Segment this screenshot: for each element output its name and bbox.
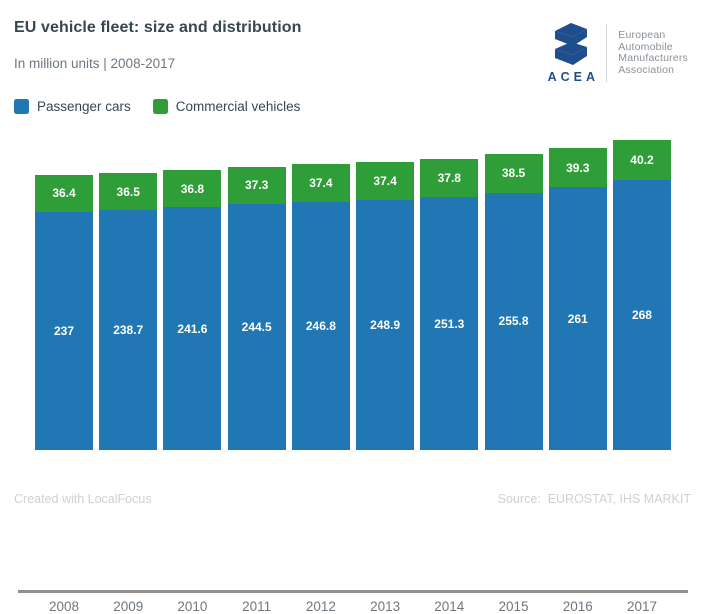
bar-segment-passenger-2017[interactable]: 268 — [612, 180, 671, 450]
bar-segment-commercial-2012[interactable]: 37.4 — [291, 164, 350, 202]
commercial-vehicles-swatch-icon — [152, 99, 168, 114]
bar-2009: 36.5 238.7 — [99, 173, 158, 450]
value-label-commercial: 36.4 — [52, 186, 76, 201]
logo-divider — [606, 24, 608, 82]
bar-segment-commercial-2009[interactable]: 36.5 — [99, 173, 158, 210]
bar-2011: 37.3 244.5 — [227, 166, 286, 450]
value-label-passenger: 244.5 — [241, 320, 272, 335]
x-axis-label-2014: 2014 — [434, 599, 465, 614]
value-label-passenger: 248.9 — [370, 317, 401, 332]
legend-item-commercial-vehicles[interactable]: Commercial vehicles — [152, 99, 301, 114]
bars-container: 36.4 237 36.5 238.7 36.8 241.6 37.3 244.5 37.4 24… — [35, 140, 671, 450]
value-label-commercial: 40.2 — [630, 153, 654, 168]
acea-stacked-boxes-icon — [555, 23, 588, 65]
bar-segment-commercial-2016[interactable]: 39.3 — [548, 147, 607, 188]
x-axis-label-2017: 2017 — [626, 599, 657, 614]
value-label-commercial: 37.4 — [373, 173, 397, 188]
bar-2015: 38.5 255.8 — [484, 154, 543, 450]
bar-2008: 36.4 237 — [35, 175, 93, 450]
bar-segment-passenger-2010[interactable]: 241.6 — [163, 207, 222, 450]
value-label-commercial: 39.3 — [566, 160, 590, 175]
value-label-passenger: 241.6 — [177, 321, 208, 336]
bar-segment-passenger-2012[interactable]: 246.8 — [291, 201, 350, 450]
source-note: Source: EUROSTAT, IHS MARKIT — [497, 492, 691, 506]
value-label-commercial: 36.5 — [116, 184, 140, 199]
x-axis-label-2011: 2011 — [242, 599, 272, 614]
value-label-passenger: 261 — [567, 311, 588, 326]
bar-segment-passenger-2015[interactable]: 255.8 — [484, 192, 543, 450]
x-axis-label-2008: 2008 — [48, 599, 80, 614]
x-axis-label-2015: 2015 — [498, 599, 529, 614]
bar-segment-passenger-2011[interactable]: 244.5 — [227, 204, 286, 450]
bar-segment-passenger-2008[interactable]: 237 — [35, 211, 93, 450]
bar-2013: 37.4 248.9 — [356, 162, 415, 450]
value-label-passenger: 238.7 — [113, 322, 144, 337]
bar-segment-passenger-2013[interactable]: 248.9 — [356, 199, 415, 450]
bar-segment-commercial-2008[interactable]: 36.4 — [35, 175, 93, 212]
bar-segment-commercial-2017[interactable]: 40.2 — [612, 140, 671, 181]
value-label-passenger: 237 — [53, 323, 75, 338]
legend-label: Passenger cars — [37, 99, 131, 114]
legend-label: Commercial vehicles — [175, 99, 301, 114]
localfocus-credit: Created with LocalFocus — [14, 492, 152, 506]
bar-segment-commercial-2015[interactable]: 38.5 — [484, 154, 543, 193]
bar-segment-passenger-2009[interactable]: 238.7 — [99, 209, 158, 450]
passenger-cars-swatch-icon — [14, 99, 29, 114]
value-label-commercial: 37.8 — [437, 171, 461, 186]
value-label-passenger: 246.8 — [305, 318, 336, 333]
page-title: EU vehicle fleet: size and distribution — [14, 19, 302, 36]
x-axis-label-2009: 2009 — [113, 599, 144, 614]
value-label-commercial: 37.3 — [244, 178, 269, 193]
chart-legend: Passenger cars Commercial vehicles — [14, 99, 322, 114]
value-label-passenger: 268 — [631, 308, 652, 323]
stacked-bar-chart: 36.4 237 36.5 238.7 36.8 241.6 37.3 244.5 37.4 24… — [0, 140, 707, 614]
x-axis-label-2012: 2012 — [305, 599, 336, 614]
bar-segment-passenger-2016[interactable]: 261 — [548, 187, 607, 450]
value-label-passenger: 251.3 — [434, 316, 465, 331]
value-label-commercial: 36.8 — [180, 181, 205, 196]
bar-2014: 37.8 251.3 — [420, 159, 479, 450]
x-axis-labels: 2008 2009 2010 2011 2012 2013 2014 2015 2016 2017 — [35, 599, 671, 614]
value-label-commercial: 37.4 — [309, 175, 333, 190]
acea-logo: ACEA European Automobile Manufacturers A… — [545, 22, 688, 84]
bar-2012: 37.4 246.8 — [291, 164, 350, 450]
x-axis-label-2010: 2010 — [177, 599, 208, 614]
value-label-passenger: 255.8 — [498, 314, 529, 329]
bar-2017: 40.2 268 — [612, 140, 671, 450]
bar-segment-commercial-2013[interactable]: 37.4 — [356, 162, 415, 200]
legend-item-passenger-cars[interactable]: Passenger cars — [14, 99, 131, 114]
logo-org-name: European Automobile Manufacturers Associ… — [618, 29, 688, 76]
x-axis-line — [18, 590, 688, 593]
bar-segment-commercial-2014[interactable]: 37.8 — [420, 159, 479, 198]
value-label-commercial: 38.5 — [501, 166, 526, 181]
bar-segment-commercial-2011[interactable]: 37.3 — [227, 166, 286, 205]
x-axis-label-2016: 2016 — [562, 599, 593, 614]
bar-2016: 39.3 261 — [548, 147, 607, 450]
chart-card: EU vehicle fleet: size and distribution … — [0, 19, 707, 614]
chart-subtitle: In million units | 2008-2017 — [14, 56, 176, 71]
bar-segment-passenger-2014[interactable]: 251.3 — [420, 197, 479, 450]
bar-segment-commercial-2010[interactable]: 36.8 — [163, 170, 222, 207]
acea-wordmark: ACEA — [547, 70, 599, 84]
bar-2010: 36.8 241.6 — [163, 170, 222, 450]
x-axis-label-2013: 2013 — [370, 599, 401, 614]
